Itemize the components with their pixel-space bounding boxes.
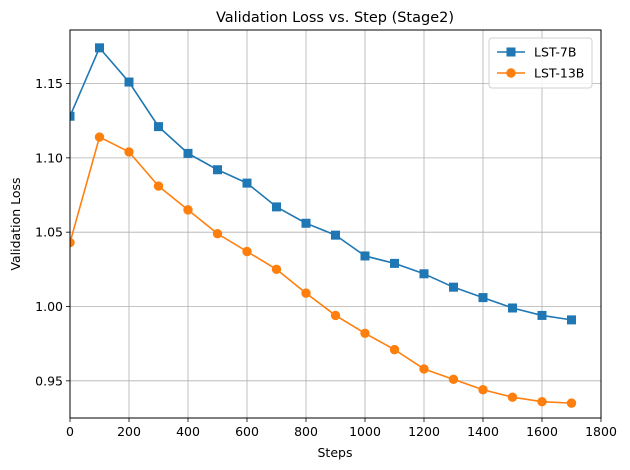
- x-tick-label: 1200: [408, 424, 440, 439]
- series-layer: [70, 43, 577, 408]
- plot-area-frame: [69, 29, 602, 419]
- x-axis-ticks: 0 200 400 600 800 1000 1200 1400 1600 1800: [66, 418, 617, 439]
- legend-label-lst-7b: LST-7B: [534, 45, 576, 60]
- legend-marker-lst-7b: [506, 47, 516, 57]
- y-tick-label: 1.00: [35, 299, 63, 314]
- data-point-lst-13b: [153, 181, 164, 191]
- x-axis-label: Steps: [318, 445, 353, 460]
- x-tick-label: 400: [176, 424, 200, 439]
- data-point-lst-13b: [507, 392, 518, 402]
- data-point-lst-13b: [360, 328, 370, 338]
- data-point-lst-7b: [272, 202, 281, 212]
- x-tick-label: 1400: [467, 424, 499, 439]
- data-point-lst-7b: [390, 258, 399, 268]
- data-point-lst-13b: [566, 398, 577, 408]
- data-point-lst-7b: [213, 165, 222, 175]
- data-point-lst-13b: [242, 246, 252, 257]
- data-point-lst-7b: [419, 269, 429, 279]
- data-point-lst-13b: [448, 374, 459, 385]
- data-point-lst-7b: [154, 122, 163, 132]
- x-tick-label: 1000: [349, 424, 381, 439]
- series-line-lst-7b: [70, 47, 572, 321]
- data-point-lst-7b: [478, 293, 488, 303]
- series-line-lst-13b: [70, 136, 572, 404]
- y-tick-label: 0.95: [35, 373, 63, 388]
- data-point-lst-13b: [419, 364, 429, 374]
- data-point-lst-13b: [389, 344, 400, 355]
- data-point-lst-13b: [212, 228, 223, 239]
- y-tick-label: 1.10: [35, 150, 63, 165]
- y-axis-label: Validation Loss: [8, 177, 23, 270]
- x-tick-label: 0: [66, 424, 74, 439]
- data-point-lst-13b: [330, 310, 341, 321]
- data-point-lst-13b: [94, 132, 105, 142]
- data-point-lst-13b: [478, 385, 488, 395]
- data-point-lst-7b: [360, 251, 370, 261]
- x-tick-label: 1800: [585, 424, 617, 439]
- data-point-lst-7b: [242, 178, 252, 188]
- data-point-lst-13b: [301, 288, 311, 298]
- data-point-lst-7b: [301, 218, 311, 228]
- x-tick-label: 200: [117, 424, 141, 439]
- x-tick-label: 1600: [526, 424, 558, 439]
- x-tick-label: 600: [235, 424, 259, 439]
- data-point-lst-13b: [183, 205, 193, 215]
- data-point-lst-13b: [537, 396, 547, 407]
- legend-marker-lst-13b: [506, 68, 516, 78]
- data-point-lst-7b: [70, 111, 75, 121]
- chart-title: Validation Loss vs. Step (Stage2): [216, 10, 454, 26]
- data-point-lst-13b: [124, 147, 134, 157]
- data-point-lst-7b: [508, 303, 517, 313]
- data-point-lst-7b: [95, 43, 104, 53]
- legend: LST-7B LST-13B: [488, 37, 593, 89]
- x-tick-label: 800: [294, 424, 318, 439]
- data-point-lst-7b: [567, 315, 576, 325]
- data-point-lst-13b: [271, 264, 282, 275]
- y-tick-label: 1.05: [35, 225, 63, 240]
- series-lst-13b: [70, 132, 577, 408]
- series-lst-7b: [70, 43, 576, 325]
- data-point-lst-7b: [331, 230, 340, 240]
- y-axis-ticks: 0.95 1.00 1.05 1.10 1.15: [35, 76, 70, 388]
- y-tick-label: 1.15: [35, 76, 63, 91]
- legend-label-lst-13b: LST-13B: [534, 66, 584, 81]
- data-point-lst-7b: [449, 282, 458, 292]
- data-point-lst-7b: [124, 77, 134, 87]
- data-point-lst-7b: [183, 148, 193, 158]
- data-point-lst-7b: [537, 310, 547, 320]
